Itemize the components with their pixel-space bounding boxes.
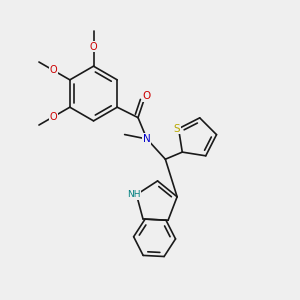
Text: O: O xyxy=(143,91,151,101)
Text: S: S xyxy=(174,124,180,134)
Text: O: O xyxy=(49,112,57,122)
Text: N: N xyxy=(143,134,151,144)
Text: O: O xyxy=(49,65,57,75)
Text: O: O xyxy=(90,42,97,52)
Text: NH: NH xyxy=(127,190,141,199)
